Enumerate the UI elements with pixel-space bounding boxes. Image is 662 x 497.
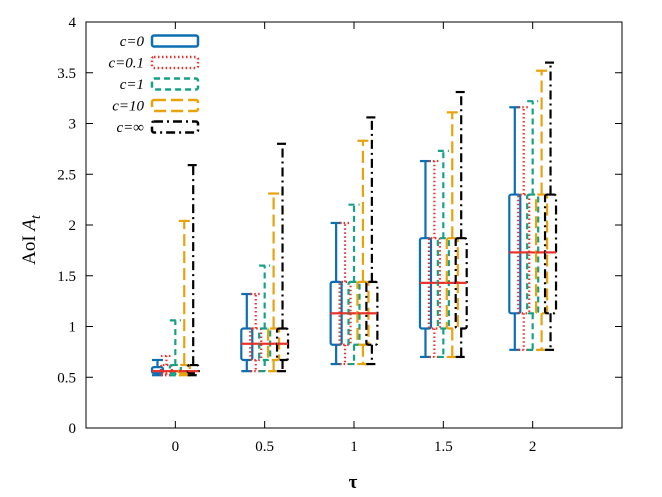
x-tick-label: 1.5 [434, 439, 453, 455]
y-tick-label: 2.5 [57, 167, 76, 183]
y-axis-label-var: A [19, 219, 40, 233]
y-tick-label: 1.5 [57, 269, 76, 285]
y-axis-label-main: AoI [19, 231, 40, 265]
series-1 [159, 106, 531, 377]
legend-label: c=1 [120, 77, 144, 93]
x-tick-label: 1 [350, 439, 358, 455]
y-tick-label: 0.5 [57, 370, 76, 386]
x-tick-label: 0 [172, 439, 180, 455]
box-plots [150, 61, 558, 377]
x-axis-label: τ [349, 472, 358, 493]
series-2 [168, 100, 540, 377]
x-tick-label: 2 [529, 439, 537, 455]
series-0 [150, 106, 522, 377]
legend-label: c=0 [120, 34, 145, 50]
x-tick-label: 0.5 [255, 439, 274, 455]
legend: c=0 c=0.1 c=1 c=10 c=∞ [108, 34, 200, 136]
axis-ticks: 0 0.5 1 1.5 2 2.5 3 3.5 4 0 0.5 1 1.5 2 [57, 15, 622, 455]
legend-label: c=0.1 [108, 56, 144, 72]
legend-swatch [150, 34, 200, 48]
y-axis-label: AoI At [19, 214, 44, 265]
legend-swatch [150, 77, 200, 91]
series-3 [177, 69, 549, 377]
y-tick-label: 1 [69, 320, 77, 336]
y-axis-label-sub: t [29, 214, 44, 219]
y-tick-label: 3 [69, 117, 77, 133]
legend-swatch [150, 120, 200, 134]
series-4 [186, 61, 558, 377]
legend-label: c=∞ [117, 120, 145, 136]
y-tick-label: 2 [69, 218, 77, 234]
legend-swatch [150, 55, 200, 70]
y-tick-label: 0 [69, 421, 77, 437]
legend-label: c=10 [112, 99, 144, 115]
y-tick-label: 3.5 [57, 66, 76, 82]
y-tick-label: 4 [69, 15, 77, 31]
legend-swatch [150, 98, 200, 113]
